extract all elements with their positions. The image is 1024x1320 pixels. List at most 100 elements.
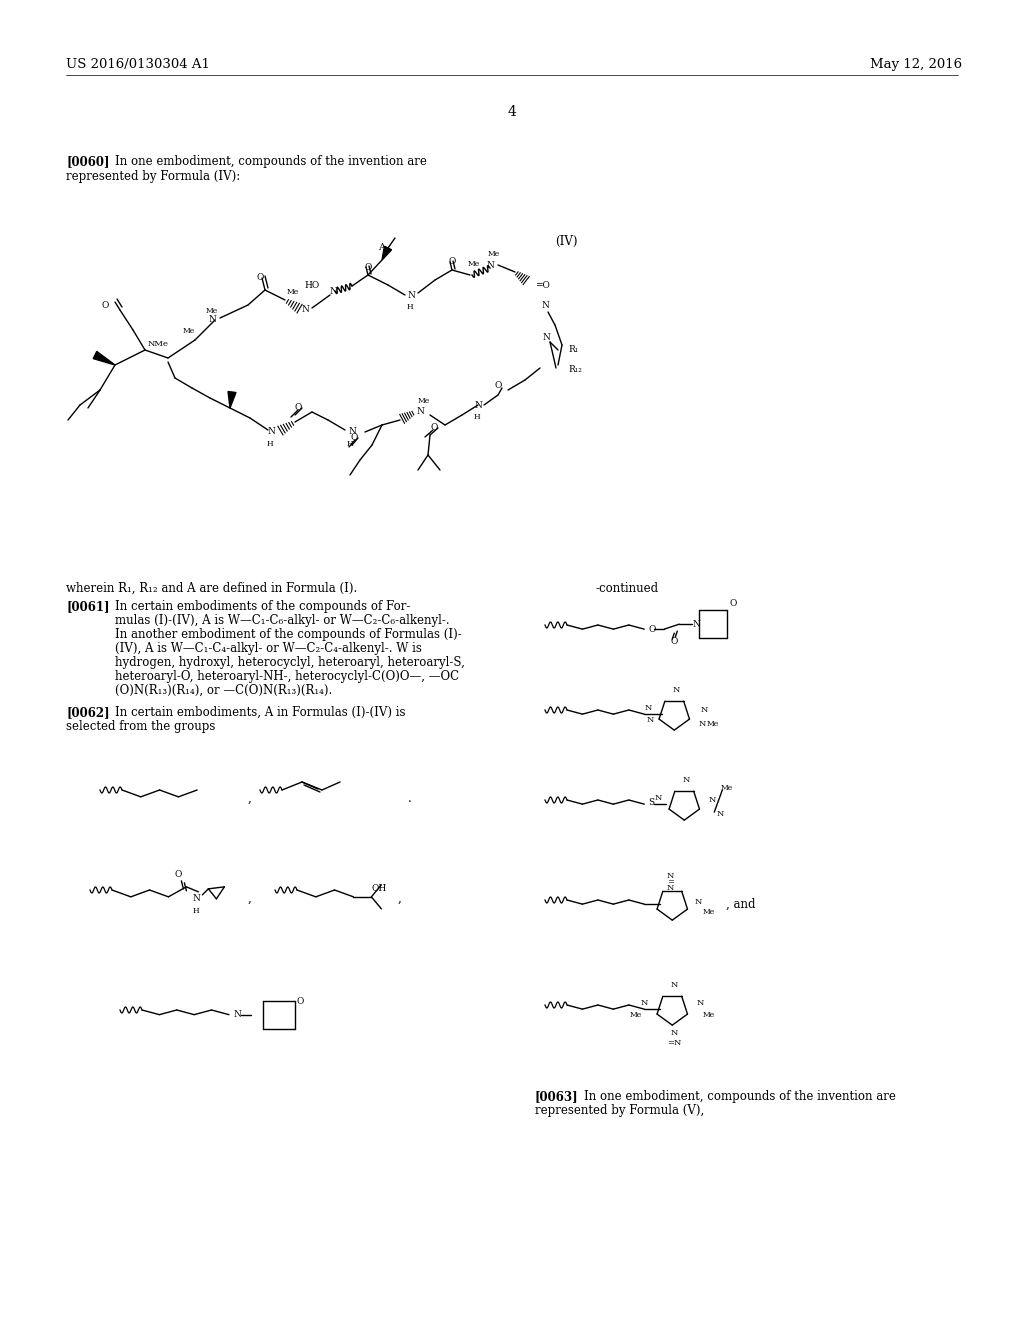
Text: selected from the groups: selected from the groups (66, 719, 215, 733)
Text: N: N (671, 1030, 678, 1038)
Text: Me: Me (720, 784, 732, 792)
Text: ,: , (248, 892, 252, 906)
Text: wherein R₁, R₁₂ and A are defined in Formula (I).: wherein R₁, R₁₂ and A are defined in For… (66, 582, 357, 595)
Text: N: N (542, 334, 550, 342)
Text: N: N (709, 796, 716, 804)
Text: (IV): (IV) (555, 235, 578, 248)
Text: O: O (101, 301, 109, 309)
Text: O: O (495, 380, 502, 389)
Text: O: O (431, 424, 438, 433)
Text: H: H (266, 440, 273, 447)
Text: O: O (671, 638, 678, 647)
Text: 4: 4 (508, 106, 516, 119)
Text: O: O (729, 599, 736, 609)
Polygon shape (93, 351, 115, 366)
Text: OH: OH (372, 884, 387, 892)
Text: =N: =N (667, 1039, 681, 1047)
Text: N: N (654, 795, 662, 803)
Text: , and: , and (726, 898, 756, 911)
Text: mulas (I)-(IV), A is W—C₁-C₆-alkyl- or W—C₂-C₆-alkenyl-.: mulas (I)-(IV), A is W—C₁-C₆-alkyl- or W… (115, 614, 450, 627)
Text: N: N (694, 898, 701, 906)
Text: N: N (667, 873, 674, 880)
Text: -continued: -continued (595, 582, 658, 595)
Text: Me: Me (206, 308, 218, 315)
Text: O: O (449, 257, 456, 267)
Text: =O: =O (535, 281, 550, 289)
Polygon shape (228, 392, 236, 408)
Text: Me: Me (702, 1011, 715, 1019)
Text: O: O (648, 624, 655, 634)
Text: H: H (473, 413, 480, 421)
Text: (O)N(R₁₃)(R₁₄), or —C(O)N(R₁₃)(R₁₄).: (O)N(R₁₃)(R₁₄), or —C(O)N(R₁₃)(R₁₄). (115, 684, 332, 697)
Text: H: H (407, 304, 414, 312)
Text: [0063]: [0063] (535, 1090, 579, 1104)
Text: N: N (233, 1010, 242, 1019)
Text: [0060]: [0060] (66, 154, 110, 168)
Text: Me: Me (707, 721, 719, 729)
Text: =: = (667, 878, 674, 886)
Text: Me: Me (287, 288, 299, 296)
Text: N: N (474, 400, 482, 409)
Text: N: N (641, 999, 648, 1007)
Text: N: N (696, 999, 703, 1007)
Text: O: O (175, 870, 182, 879)
Text: N: N (716, 810, 724, 818)
Text: N: N (667, 884, 674, 892)
Text: In one embodiment, compounds of the invention are: In one embodiment, compounds of the inve… (115, 154, 427, 168)
Text: N: N (486, 260, 494, 269)
Text: In one embodiment, compounds of the invention are: In one embodiment, compounds of the inve… (584, 1090, 896, 1104)
Text: heteroaryl-O, heteroaryl-NH-, heterocyclyl-C(O)O—, —OC: heteroaryl-O, heteroaryl-NH-, heterocycl… (115, 671, 459, 682)
Text: O: O (295, 404, 302, 412)
Text: N: N (673, 686, 680, 694)
Polygon shape (382, 247, 391, 260)
Text: N: N (208, 315, 216, 325)
Text: N: N (646, 717, 654, 725)
Text: In certain embodiments, A in Formulas (I)-(IV) is: In certain embodiments, A in Formulas (I… (115, 706, 406, 719)
Text: ,: , (398, 892, 401, 906)
Text: ,: , (248, 792, 252, 805)
Text: N: N (692, 619, 700, 628)
Text: In certain embodiments of the compounds of For-: In certain embodiments of the compounds … (115, 601, 411, 612)
Text: Me: Me (182, 327, 195, 335)
Text: N: N (416, 408, 424, 417)
Text: represented by Formula (IV):: represented by Formula (IV): (66, 170, 241, 183)
Text: represented by Formula (V),: represented by Formula (V), (535, 1104, 705, 1117)
Text: A: A (379, 243, 385, 252)
Text: O: O (297, 997, 304, 1006)
Text: S: S (648, 797, 654, 807)
Text: O: O (350, 433, 358, 442)
Text: R₁₂: R₁₂ (568, 366, 582, 375)
Text: N: N (348, 428, 356, 437)
Text: N: N (193, 895, 201, 903)
Text: Me: Me (702, 908, 715, 916)
Text: HO: HO (305, 281, 319, 289)
Text: N: N (683, 776, 690, 784)
Text: Me: Me (468, 260, 480, 268)
Text: Me: Me (418, 397, 430, 405)
Text: N: N (698, 721, 706, 729)
Text: [0061]: [0061] (66, 601, 110, 612)
Text: N: N (700, 706, 708, 714)
Text: N: N (671, 981, 678, 989)
Text: hydrogen, hydroxyl, heterocyclyl, heteroaryl, heteroaryl-S,: hydrogen, hydroxyl, heterocyclyl, hetero… (115, 656, 465, 669)
Text: US 2016/0130304 A1: US 2016/0130304 A1 (66, 58, 210, 71)
Text: N: N (330, 286, 338, 296)
Text: R₁: R₁ (568, 346, 579, 355)
Text: O: O (256, 273, 264, 282)
Text: .: . (408, 792, 412, 805)
Text: N: N (644, 704, 652, 713)
Text: Me: Me (488, 249, 501, 257)
Text: O: O (365, 264, 372, 272)
Text: [0062]: [0062] (66, 706, 110, 719)
Text: N: N (301, 305, 309, 314)
Text: N: N (407, 290, 415, 300)
Text: May 12, 2016: May 12, 2016 (870, 58, 963, 71)
Text: NMe: NMe (148, 341, 169, 348)
Text: Me: Me (630, 1011, 642, 1019)
Text: In another embodiment of the compounds of Formulas (I)-: In another embodiment of the compounds o… (115, 628, 462, 642)
Text: N: N (267, 428, 275, 437)
Text: H: H (194, 907, 200, 915)
Text: N: N (541, 301, 549, 309)
Text: H: H (347, 440, 353, 447)
Text: (IV), A is W—C₁-C₄-alkyl- or W—C₂-C₄-alkenyl-. W is: (IV), A is W—C₁-C₄-alkyl- or W—C₂-C₄-alk… (115, 642, 422, 655)
